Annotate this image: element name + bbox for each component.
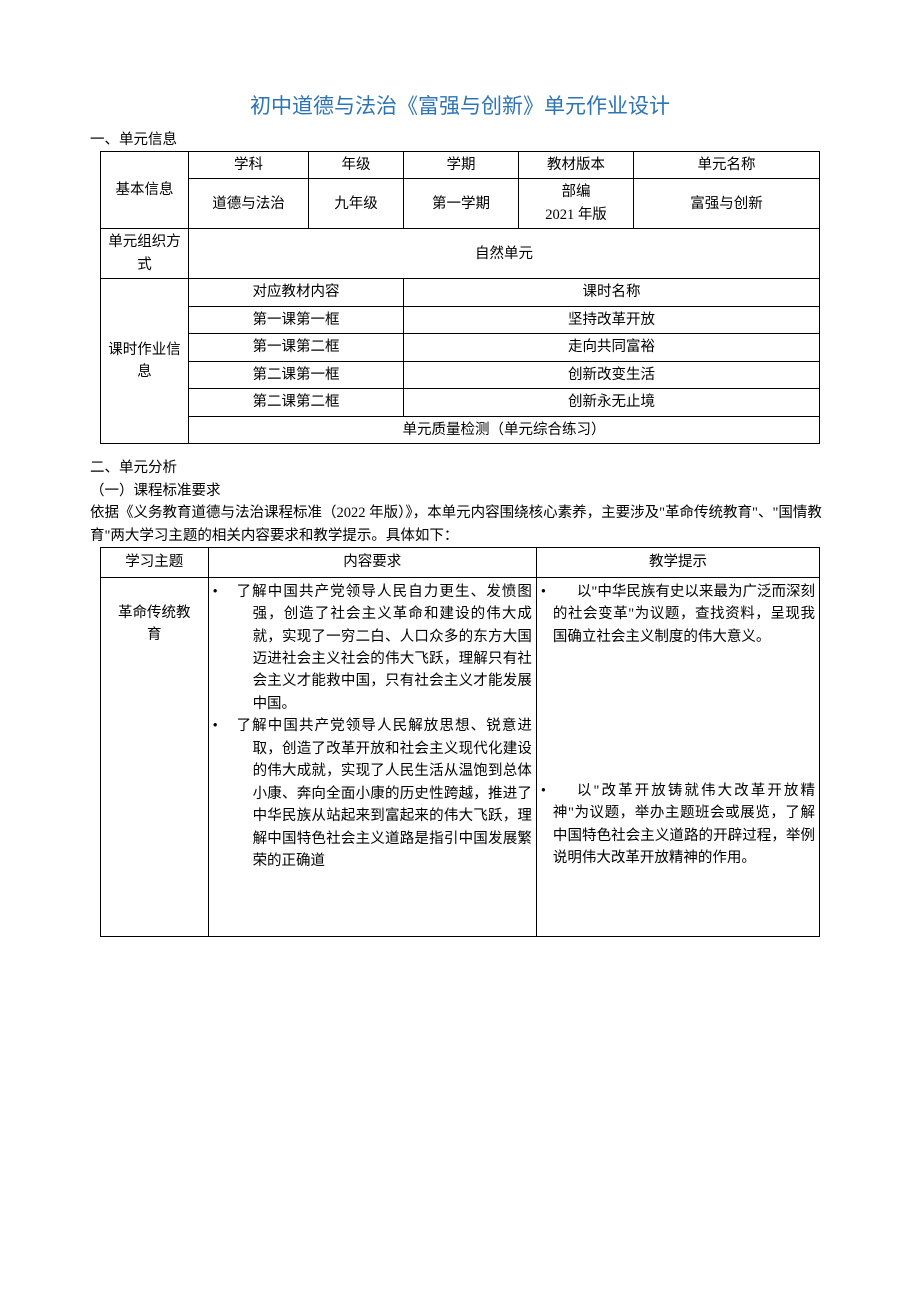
requirement-cell: 了解中国共产党领导人民自力更生、发愤图强，创造了社会主义革命和建设的伟大成就，实… <box>208 577 536 936</box>
hint-cell: 以"中华民族有史以来最为广泛而深刻的社会变革"为议题，查找资料，呈现我国确立社会… <box>536 577 819 936</box>
lesson-info-line1: 课时作业信 <box>108 342 181 358</box>
theme-line1: 革命传统教 <box>118 605 191 621</box>
unit-org-line2: 式 <box>137 257 152 273</box>
table-row: 革命传统教 育 了解中国共产党领导人民自力更生、发愤图强，创造了社会主义革命和建… <box>101 577 820 936</box>
spacer <box>541 648 815 780</box>
lesson-name: 创新改变生活 <box>404 361 820 388</box>
requirement-header: 内容要求 <box>208 548 536 577</box>
lesson-name: 走向共同富裕 <box>404 334 820 361</box>
table-row: 单元组织方 式 自然单元 <box>101 229 820 279</box>
requirement-list: 了解中国共产党领导人民自力更生、发愤图强，创造了社会主义革命和建设的伟大成就，实… <box>213 581 532 873</box>
curriculum-standard-table: 学习主题 内容要求 教学提示 革命传统教 育 了解中国共产党领导人民自力更生、发… <box>100 547 820 937</box>
table-row: 学习主题 内容要求 教学提示 <box>101 548 820 577</box>
lesson-info-line2: 息 <box>137 364 152 380</box>
table-row: 第二课第一框 创新改变生活 <box>101 361 820 388</box>
cell-textbook: 部编 2021 年版 <box>519 179 634 229</box>
lesson-content: 第二课第一框 <box>189 361 404 388</box>
cell-unitname-header: 单元名称 <box>634 152 820 179</box>
hint-text: 以"中华民族有史以来最为广泛而深刻的社会变革"为议题，查找资料，呈现我国确立社会… <box>553 584 815 645</box>
table-row: 单元质量检测（单元综合练习） <box>101 416 820 443</box>
unit-org-label: 单元组织方 式 <box>101 229 189 279</box>
theme-line2: 育 <box>147 627 162 643</box>
requirement-item: 了解中国共产党领导人民自力更生、发愤图强，创造了社会主义革命和建设的伟大成就，实… <box>213 581 532 716</box>
hint-item: 以"改革开放铸就伟大改革开放精神"为议题，举办主题班会或展览，了解中国特色社会主… <box>541 780 815 870</box>
spacer <box>213 873 532 933</box>
table-row: 课时作业信 息 对应教材内容 课时名称 <box>101 279 820 306</box>
lesson-name-header: 课时名称 <box>404 279 820 306</box>
table-row: 第一课第二框 走向共同富裕 <box>101 334 820 361</box>
section2-heading: 二、单元分析 <box>90 456 830 477</box>
hint-list: 以"改革开放铸就伟大改革开放精神"为议题，举办主题班会或展览，了解中国特色社会主… <box>541 780 815 870</box>
hint-item: 以"中华民族有史以来最为广泛而深刻的社会变革"为议题，查找资料，呈现我国确立社会… <box>541 581 815 648</box>
cell-subject: 道德与法治 <box>189 179 309 229</box>
lesson-content: 第一课第一框 <box>189 306 404 333</box>
cell-subject-header: 学科 <box>189 152 309 179</box>
requirement-text: 了解中国共产党领导人民自力更生、发愤图强，创造了社会主义革命和建设的伟大成就，实… <box>225 581 532 716</box>
table-row: 道德与法治 九年级 第一学期 部编 2021 年版 富强与创新 <box>101 179 820 229</box>
basic-info-label: 基本信息 <box>101 152 189 229</box>
cell-semester-header: 学期 <box>404 152 519 179</box>
lesson-content: 第一课第二框 <box>189 334 404 361</box>
lesson-name: 创新永无止境 <box>404 389 820 416</box>
section1-heading: 一、单元信息 <box>90 128 830 149</box>
cell-textbook-header: 教材版本 <box>519 152 634 179</box>
hint-text: 以"改革开放铸就伟大改革开放精神"为议题，举办主题班会或展览，了解中国特色社会主… <box>553 783 815 866</box>
subsection1-heading: （一）课程标准要求 <box>90 479 830 500</box>
table-row: 基本信息 学科 年级 学期 教材版本 单元名称 <box>101 152 820 179</box>
cell-unitname: 富强与创新 <box>634 179 820 229</box>
lesson-content: 第二课第二框 <box>189 389 404 416</box>
lesson-content-header: 对应教材内容 <box>189 279 404 306</box>
lesson-name: 坚持改革开放 <box>404 306 820 333</box>
hint-list: 以"中华民族有史以来最为广泛而深刻的社会变革"为议题，查找资料，呈现我国确立社会… <box>541 581 815 648</box>
textbook-line2: 2021 年版 <box>545 207 607 223</box>
requirement-item: 了解中国共产党领导人民解放思想、锐意进取，创造了改革开放和社会主义现代化建设的伟… <box>213 715 532 872</box>
table-row: 第一课第一框 坚持改革开放 <box>101 306 820 333</box>
requirement-text: 了解中国共产党领导人民解放思想、锐意进取，创造了改革开放和社会主义现代化建设的伟… <box>225 715 532 872</box>
subsection1-para: 依据《义务教育道德与法治课程标准（2022 年版）》，本单元内容围绕核心素养，主… <box>90 502 830 547</box>
table-row: 第二课第二框 创新永无止境 <box>101 389 820 416</box>
hint-header: 教学提示 <box>536 548 819 577</box>
page-title: 初中道德与法治《富强与创新》单元作业设计 <box>90 90 830 120</box>
unit-org-value: 自然单元 <box>189 229 820 279</box>
unit-org-line1: 单元组织方 <box>108 234 181 250</box>
theme-header: 学习主题 <box>101 548 209 577</box>
unit-test-row: 单元质量检测（单元综合练习） <box>189 416 820 443</box>
theme-cell: 革命传统教 育 <box>101 577 209 936</box>
lesson-info-label: 课时作业信 息 <box>101 279 189 444</box>
textbook-line1: 部编 <box>562 184 591 200</box>
unit-info-table: 基本信息 学科 年级 学期 教材版本 单元名称 道德与法治 九年级 第一学期 部… <box>100 151 820 444</box>
cell-grade: 九年级 <box>309 179 404 229</box>
cell-grade-header: 年级 <box>309 152 404 179</box>
cell-semester: 第一学期 <box>404 179 519 229</box>
